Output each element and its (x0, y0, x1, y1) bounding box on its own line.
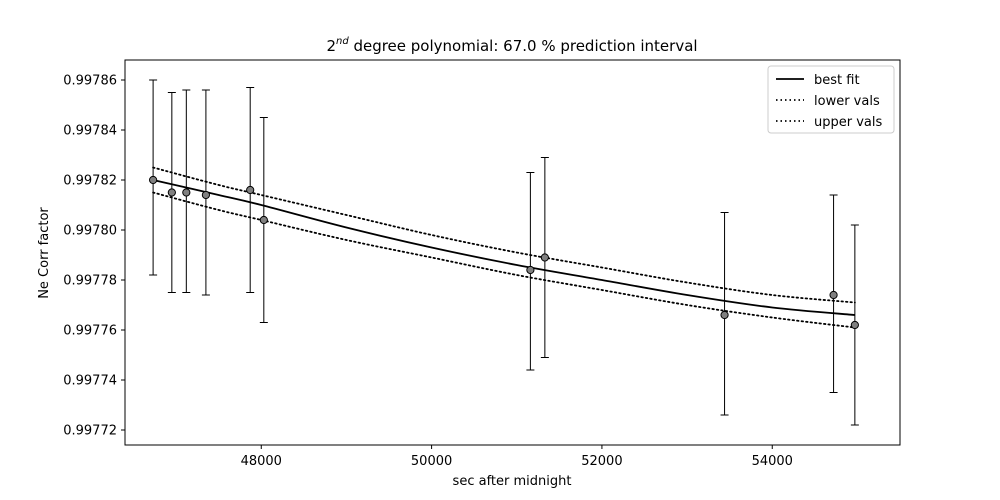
data-point (259, 215, 268, 225)
x-tick-label: 48000 (241, 454, 282, 469)
x-axis-ticks: 48000 50000 52000 54000 (241, 445, 793, 469)
data-point (829, 290, 838, 300)
y-tick-label: 0.99778 (63, 274, 117, 289)
legend: best fit lower vals upper vals (767, 65, 895, 134)
y-tick-label: 0.99784 (63, 124, 117, 139)
data-point (720, 310, 729, 320)
data-point (201, 190, 211, 200)
y-tick-label: 0.99786 (63, 74, 117, 89)
data-point (526, 265, 535, 275)
data-point (149, 175, 158, 185)
x-tick-label: 52000 (581, 454, 622, 469)
y-tick-label: 0.99782 (63, 174, 117, 189)
series-line-best-fit (152, 179, 855, 316)
chart-title: 2nd degree polynomial: 67.0 % prediction… (326, 36, 697, 55)
y-axis-label: Ne Corr factor (37, 207, 52, 299)
y-axis-ticks: 0.99772 0.99774 0.99776 0.99778 0.99780 0.997… (63, 74, 125, 439)
x-axis-label: sec after midnight (453, 474, 572, 489)
data-point (167, 188, 176, 197)
legend-label-lower-vals: lower vals (814, 94, 880, 109)
legend-label-upper-vals: upper vals (814, 115, 882, 130)
x-tick-label: 54000 (752, 454, 793, 469)
data-point (540, 253, 549, 262)
y-tick-label: 0.99772 (63, 424, 117, 439)
plot-area (149, 79, 859, 426)
legend-label-best-fit: best fit (814, 73, 860, 88)
data-point (246, 185, 255, 195)
legend-box (767, 65, 895, 134)
y-tick-label: 0.99774 (63, 374, 117, 389)
y-tick-label: 0.99776 (63, 324, 117, 339)
x-tick-label: 50000 (411, 454, 452, 469)
series-line-lower-vals (152, 191, 856, 329)
axes-frame (124, 59, 901, 446)
data-point (850, 320, 859, 330)
data-point (182, 188, 191, 197)
series-line-upper-vals (152, 166, 856, 304)
y-tick-label: 0.99780 (63, 224, 117, 239)
